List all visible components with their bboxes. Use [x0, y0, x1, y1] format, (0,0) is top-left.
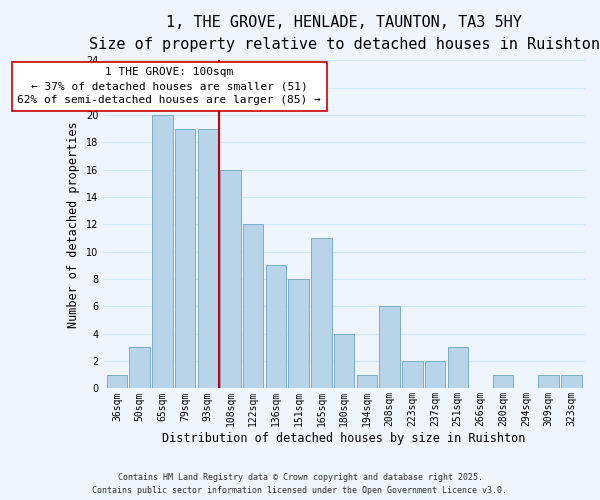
- Bar: [220, 170, 241, 388]
- Bar: [107, 374, 127, 388]
- Y-axis label: Number of detached properties: Number of detached properties: [67, 121, 80, 328]
- X-axis label: Distribution of detached houses by size in Ruishton: Distribution of detached houses by size …: [163, 432, 526, 445]
- Bar: [448, 348, 468, 389]
- Bar: [130, 348, 150, 389]
- Bar: [493, 374, 514, 388]
- Bar: [538, 374, 559, 388]
- Text: Contains HM Land Registry data © Crown copyright and database right 2025.
Contai: Contains HM Land Registry data © Crown c…: [92, 474, 508, 495]
- Text: 1 THE GROVE: 100sqm
← 37% of detached houses are smaller (51)
62% of semi-detach: 1 THE GROVE: 100sqm ← 37% of detached ho…: [17, 67, 321, 105]
- Bar: [266, 266, 286, 388]
- Bar: [197, 128, 218, 388]
- Title: 1, THE GROVE, HENLADE, TAUNTON, TA3 5HY
Size of property relative to detached ho: 1, THE GROVE, HENLADE, TAUNTON, TA3 5HY …: [89, 15, 599, 52]
- Bar: [311, 238, 332, 388]
- Bar: [334, 334, 355, 388]
- Bar: [402, 361, 422, 388]
- Bar: [243, 224, 263, 388]
- Bar: [289, 279, 309, 388]
- Bar: [561, 374, 581, 388]
- Bar: [356, 374, 377, 388]
- Bar: [425, 361, 445, 388]
- Bar: [379, 306, 400, 388]
- Bar: [152, 115, 173, 388]
- Bar: [175, 128, 195, 388]
